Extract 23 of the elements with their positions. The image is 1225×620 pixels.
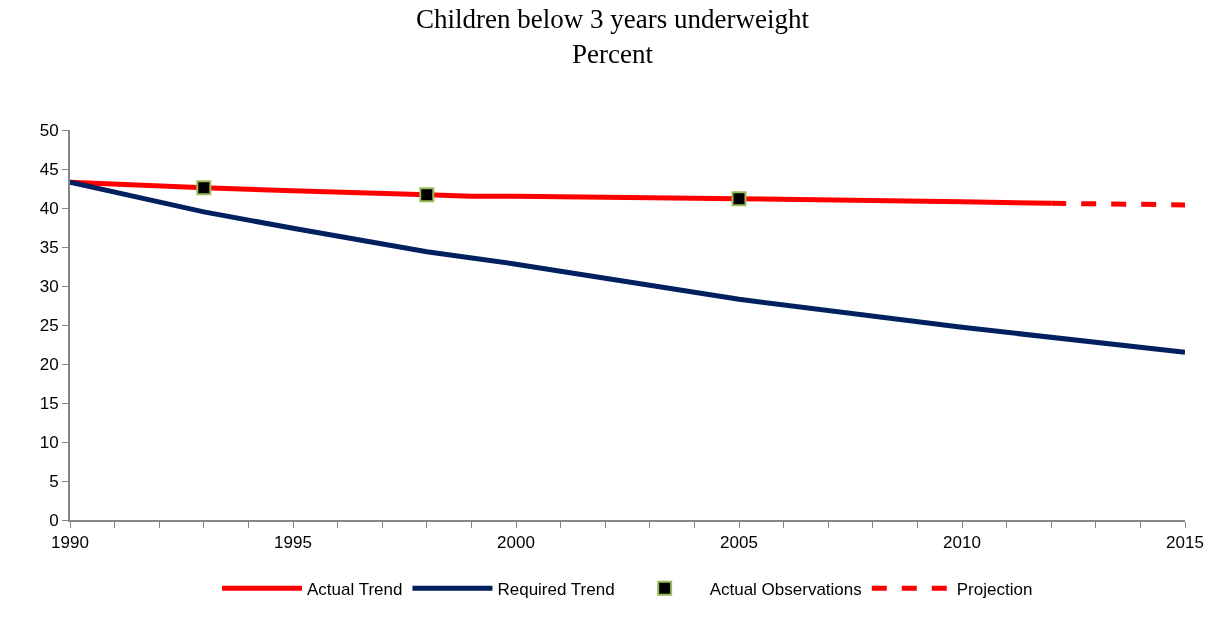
y-tick-label: 45 — [39, 159, 59, 179]
y-tick-label: 25 — [39, 315, 59, 335]
x-tick-label: 2000 — [497, 533, 535, 553]
legend-label: Projection — [956, 579, 1033, 599]
x-tick-label: 2015 — [1166, 533, 1204, 553]
legend-label: Actual Observations — [709, 579, 862, 599]
y-tick-label: 20 — [39, 354, 59, 374]
chart-title: Children below 3 years underweight — [416, 3, 810, 34]
y-tick-label: 0 — [49, 510, 59, 530]
chart-subtitle: Percent — [572, 39, 654, 69]
legend-label: Required Trend — [497, 579, 615, 599]
y-tick-label: 5 — [49, 471, 59, 491]
legend-label: Actual Trend — [307, 579, 403, 599]
y-tick-label: 10 — [39, 432, 59, 452]
y-tick-label: 35 — [39, 237, 59, 257]
x-tick-label: 1990 — [51, 533, 89, 553]
x-tick-label: 2010 — [943, 533, 981, 553]
x-tick-label: 1995 — [274, 533, 312, 553]
y-tick-label: 50 — [39, 120, 59, 140]
y-tick-label: 15 — [39, 393, 59, 413]
y-tick-label: 40 — [39, 198, 59, 218]
y-tick-label: 30 — [39, 276, 59, 296]
x-tick-label: 2005 — [720, 533, 758, 553]
